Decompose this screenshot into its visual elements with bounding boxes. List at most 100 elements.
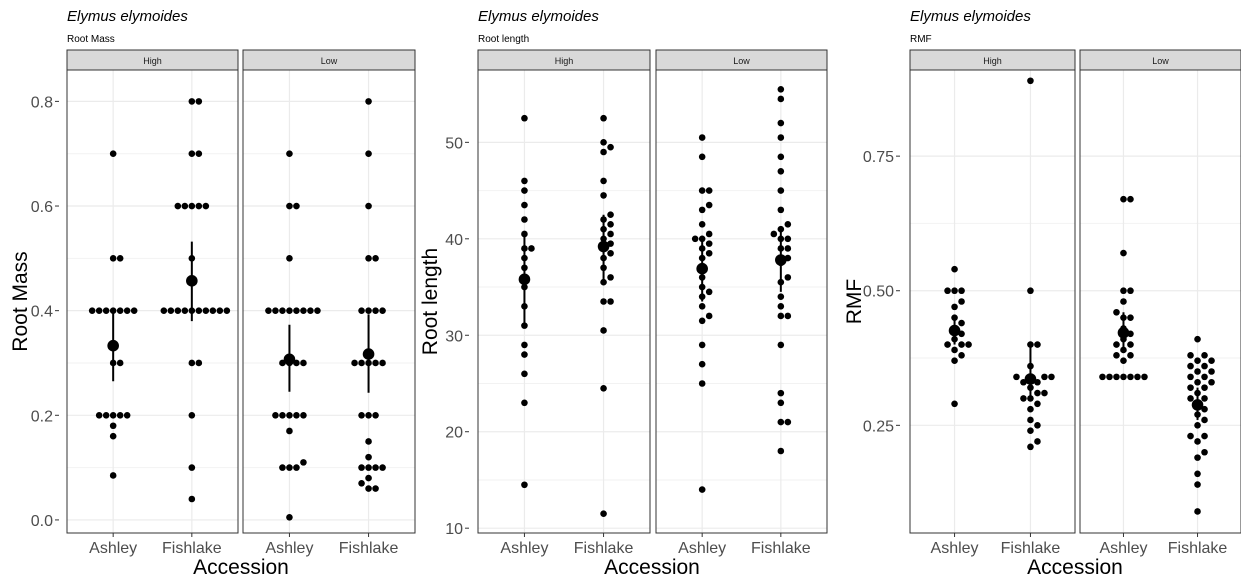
data-point [1127,314,1134,321]
data-point [777,418,785,426]
x-axis-label: Accession [604,556,700,577]
data-point [698,341,706,349]
data-point [1208,378,1215,386]
data-point [265,307,272,314]
data-point [372,464,379,471]
data-point [286,411,293,419]
data-point [951,303,958,311]
y-tick-label: 0.75 [863,149,894,166]
data-point [600,510,607,518]
data-point [272,307,279,314]
data-point [521,187,528,194]
y-tick-label: 20 [445,425,463,442]
facet-panel [656,70,827,533]
data-point [286,202,293,210]
data-point [958,341,965,348]
y-tick-label: 0.25 [863,418,894,435]
facet-strip-label: High [143,56,162,66]
data-point [777,95,785,103]
x-tick-label: Fishlake [1001,540,1061,557]
mean-point [696,262,708,275]
data-point [102,307,110,314]
y-tick-label: 30 [445,328,463,345]
mean-point [362,348,375,360]
data-point [195,202,203,210]
data-point [365,411,372,419]
data-point [279,464,286,471]
y-axis-label: Root Mass [9,251,32,351]
data-point [223,307,231,314]
data-point [698,303,706,310]
data-point [195,307,203,314]
data-point [1208,368,1215,375]
data-point [188,202,196,210]
data-point [358,359,365,367]
data-point [1208,357,1215,365]
data-point [1113,308,1120,316]
data-point [944,287,951,295]
data-point [777,206,785,214]
data-point [216,307,224,314]
data-point [300,307,307,314]
x-tick-label: Ashley [931,540,979,557]
data-point [521,177,528,185]
x-tick-label: Fishlake [339,540,399,557]
data-point [293,464,300,471]
data-point [365,307,372,314]
data-point [1194,357,1201,365]
data-point [1194,335,1201,343]
data-point [1120,287,1127,295]
data-point [1034,438,1041,445]
data-point [1027,427,1034,435]
data-point [1120,357,1127,365]
mean-point [283,353,296,366]
data-point [123,411,131,419]
data-point [698,206,706,214]
data-point [181,202,189,210]
data-point [202,307,210,314]
data-point [1099,373,1106,381]
data-point [286,427,293,435]
data-point [777,153,785,161]
chart-title: Elymus elymoides [67,8,188,25]
data-point [1120,373,1127,381]
data-point [698,187,706,194]
data-point [279,411,286,419]
data-point [965,341,972,348]
data-point [705,288,713,296]
x-tick-label: Fishlake [162,540,222,557]
data-point [784,221,792,228]
data-point [1194,508,1201,515]
data-point [358,307,365,314]
data-point [951,357,958,365]
data-point [1027,443,1034,451]
facet-strip-label: High [555,56,574,66]
data-point [784,235,792,243]
data-point [1201,405,1208,413]
data-point [1027,77,1034,85]
data-point [958,319,965,327]
data-point [698,221,706,228]
data-point [358,411,365,419]
data-point [1106,373,1113,381]
data-point [777,293,785,300]
data-point [958,298,965,305]
data-point [705,249,713,257]
data-point [174,202,182,210]
data-point [958,287,965,295]
mean-point [1117,326,1130,339]
data-point [272,411,279,419]
data-point [130,307,138,314]
data-point [181,307,189,314]
data-point [195,98,203,105]
data-point [1120,249,1127,257]
data-point [209,307,217,314]
data-point [770,230,778,238]
data-point [351,359,358,367]
data-point [1194,378,1201,386]
data-point [607,221,614,228]
data-point [365,255,372,262]
data-point [607,274,614,281]
y-tick-label: 0.50 [863,284,894,301]
